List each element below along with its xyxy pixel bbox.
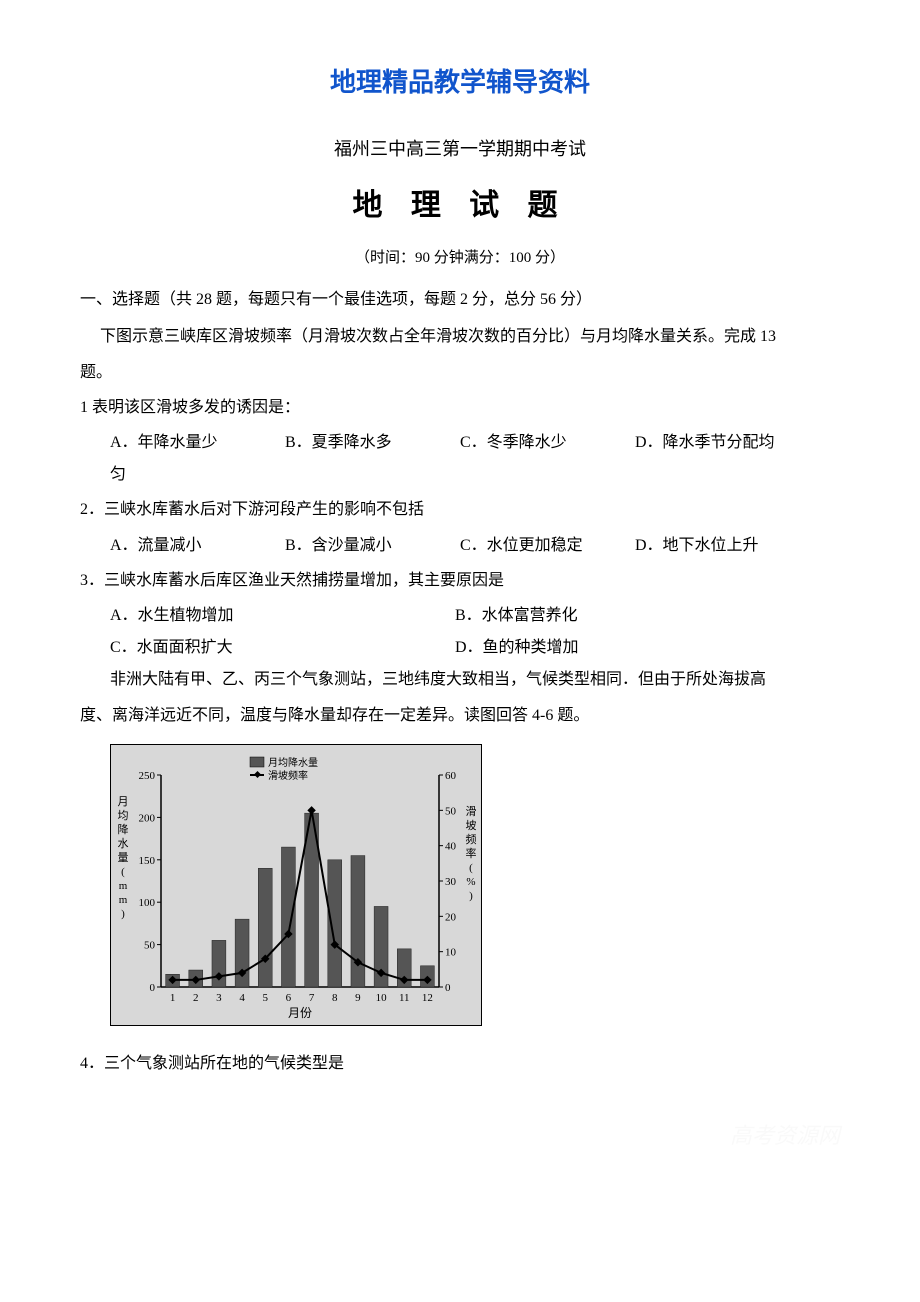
svg-text:m: m [119,894,128,906]
q2-opt-a: A．流量减小 [110,532,285,559]
page-header-title: 地理精品教学辅导资料 [80,60,840,104]
q3-opt-d: D．鱼的种类增加 [455,634,840,661]
para-intro-2b: 度、离海洋远近不同，温度与降水量却存在一定差异。读图回答 4-6 题。 [80,702,840,729]
q2-opt-d: D．地下水位上升 [635,532,759,559]
svg-text:3: 3 [216,992,222,1004]
svg-text:1: 1 [170,992,176,1004]
svg-text:率: 率 [466,846,477,860]
svg-text:5: 5 [263,992,269,1004]
q1-text: 1 表明该区滑坡多发的诱因是： [80,394,840,421]
svg-text:m: m [119,880,128,892]
svg-text:250: 250 [139,770,156,782]
q3-opt-b: B．水体富营养化 [455,602,840,629]
q3-options-row1: A．水生植物增加 B．水体富营养化 [110,602,840,629]
svg-text:2: 2 [193,992,199,1004]
svg-text:150: 150 [139,855,156,867]
svg-text:9: 9 [355,992,361,1004]
q1-opt-a: A．年降水量少 [110,429,285,456]
q1-opt-d2: 匀 [110,461,840,488]
q2-text: 2．三峡水库蓄水后对下游河段产生的影响不包括 [80,496,840,523]
svg-text:月份: 月份 [288,1006,312,1020]
svg-text:50: 50 [445,805,457,817]
svg-text:): ) [469,890,473,902]
q1-opt-c: C．冬季降水少 [460,429,635,456]
combo-chart: 0501001502002500102030405060123456789101… [110,744,482,1026]
chart-container: 0501001502002500102030405060123456789101… [110,744,840,1035]
q3-options-row2: C．水面面积扩大 D．鱼的种类增加 [110,634,840,661]
q1-opt-d: D．降水季节分配均 [635,429,775,456]
svg-text:7: 7 [309,992,315,1004]
svg-text:40: 40 [445,840,457,852]
svg-text:8: 8 [332,992,338,1004]
svg-text:(: ( [469,862,473,874]
exam-title: 地 理 试 题 [80,180,840,231]
svg-text:10: 10 [445,946,457,958]
subtitle: 福州三中高三第一学期期中考试 [80,134,840,165]
svg-text:60: 60 [445,770,457,782]
svg-text:月: 月 [118,796,129,808]
q2-opt-c: C．水位更加稳定 [460,532,635,559]
svg-text:量: 量 [118,851,129,864]
q-intro-1b: 题。 [80,359,840,386]
watermark: 高考资源网 [80,1117,840,1154]
svg-text:10: 10 [376,992,388,1004]
svg-text:水: 水 [118,837,129,850]
q2-opt-b: B．含沙量减小 [285,532,460,559]
svg-text:200: 200 [139,812,156,824]
svg-text:20: 20 [445,911,457,923]
svg-text:50: 50 [144,939,156,951]
svg-text:滑: 滑 [466,805,477,818]
svg-text:30: 30 [445,876,457,888]
svg-text:6: 6 [286,992,292,1004]
q2-options: A．流量减小 B．含沙量减小 C．水位更加稳定 D．地下水位上升 [110,532,840,559]
svg-text:月均降水量: 月均降水量 [268,756,318,769]
svg-text:%: % [466,876,475,888]
svg-text:坡: 坡 [466,819,477,832]
exam-info: （时间：90 分钟满分：100 分） [80,246,840,272]
q3-opt-a: A．水生植物增加 [110,602,455,629]
q1-options: A．年降水量少 B．夏季降水多 C．冬季降水少 D．降水季节分配均 [110,429,840,456]
svg-text:0: 0 [150,982,156,994]
svg-text:均: 均 [118,809,129,822]
q3-text: 3．三峡水库蓄水后库区渔业天然捕捞量增加，其主要原因是 [80,567,840,594]
para-intro-2: 非洲大陆有甲、乙、丙三个气象测站，三地纬度大致相当，气候类型相同．但由于所处海拔… [110,666,840,693]
q3-opt-c: C．水面面积扩大 [110,634,455,661]
svg-text:100: 100 [139,897,156,909]
svg-text:(: ( [121,866,125,878]
q4-text: 4．三个气象测站所在地的气候类型是 [80,1050,840,1077]
q-intro-1: 下图示意三峡库区滑坡频率（月滑坡次数占全年滑坡次数的百分比）与月均降水量关系。完… [100,323,840,350]
svg-text:滑坡频率: 滑坡频率 [268,769,308,782]
svg-text:11: 11 [399,992,410,1004]
svg-text:4: 4 [239,992,245,1004]
svg-text:0: 0 [445,982,451,994]
svg-text:频: 频 [466,832,477,846]
svg-text:12: 12 [422,992,433,1004]
q1-opt-b: B．夏季降水多 [285,429,460,456]
section-1-intro: 一、选择题（共 28 题，每题只有一个最佳选项，每题 2 分，总分 56 分） [80,286,840,313]
svg-text:): ) [121,908,125,920]
svg-text:降: 降 [118,822,129,836]
